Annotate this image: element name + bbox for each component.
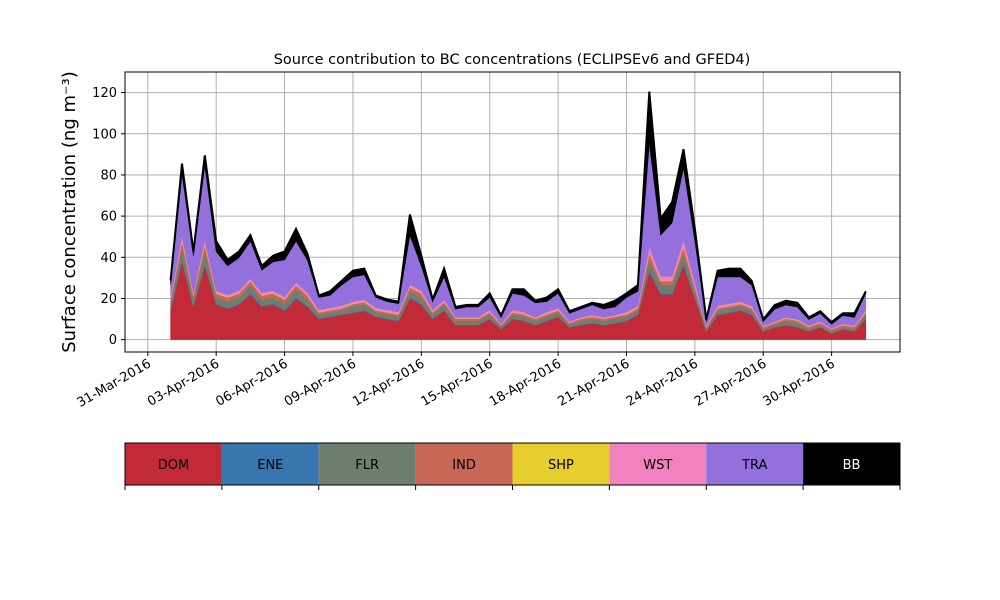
legend-swatch-shp [512,443,610,485]
legend-label-bb: BB [843,458,861,473]
legend-swatch-ene [221,443,319,485]
x-tick-label: 18-Apr-2016 [487,356,564,409]
legend-label-flr: FLR [355,458,379,473]
x-tick-label: 24-Apr-2016 [624,356,701,409]
y-tick-label: 100 [92,127,117,142]
legend-swatch-tra [706,443,804,485]
y-axis: 0 20 40 60 80 100 120 [92,86,125,348]
legend-swatch-ind [415,443,513,485]
legend-label-wst: WST [643,458,672,473]
plot-frame [124,71,901,353]
legend-swatch-flr [318,443,416,485]
series-areas [169,91,867,340]
legend-swatch-bb [803,443,900,485]
x-tick-label: 27-Apr-2016 [692,356,769,409]
x-tick-label: 03-Apr-2016 [145,356,222,409]
legend-label-ene: ENE [257,458,283,473]
legend-swatch-wst [609,443,707,485]
x-tick-label: 21-Apr-2016 [555,356,632,409]
legend-label-shp: SHP [548,458,574,473]
legend-swatch-dom [125,443,222,485]
y-tick-label: 120 [92,86,117,101]
y-axis-label: Surface concentration (ng m⁻³) [59,71,80,353]
x-tick-label: 09-Apr-2016 [282,356,359,409]
x-tick-label: 12-Apr-2016 [350,356,427,409]
plot-area: 0 20 40 60 80 100 120 31-Mar-201603-Apr-201606… [75,71,901,411]
source-legend-bar: DOM ENE FLR IND SHP WST TRA BB [124,442,901,490]
x-tick-label: 31-Mar-2016 [75,356,154,410]
x-tick-label: 30-Apr-2016 [760,356,837,409]
x-axis: 31-Mar-201603-Apr-201606-Apr-201609-Apr-… [75,352,838,411]
y-tick-label: 80 [100,168,117,183]
x-tick-label: 06-Apr-2016 [213,356,290,409]
x-tick-label: 15-Apr-2016 [419,356,496,409]
legend-label-ind: IND [452,458,476,473]
y-tick-label: 40 [100,251,117,266]
legend-label-tra: TRA [741,458,767,473]
total-line [169,91,867,324]
legend-label-dom: DOM [158,458,189,473]
chart-title: Source contribution to BC concentrations… [274,52,751,68]
y-tick-label: 0 [109,333,117,348]
y-tick-label: 60 [100,210,117,225]
y-tick-label: 20 [100,292,117,307]
